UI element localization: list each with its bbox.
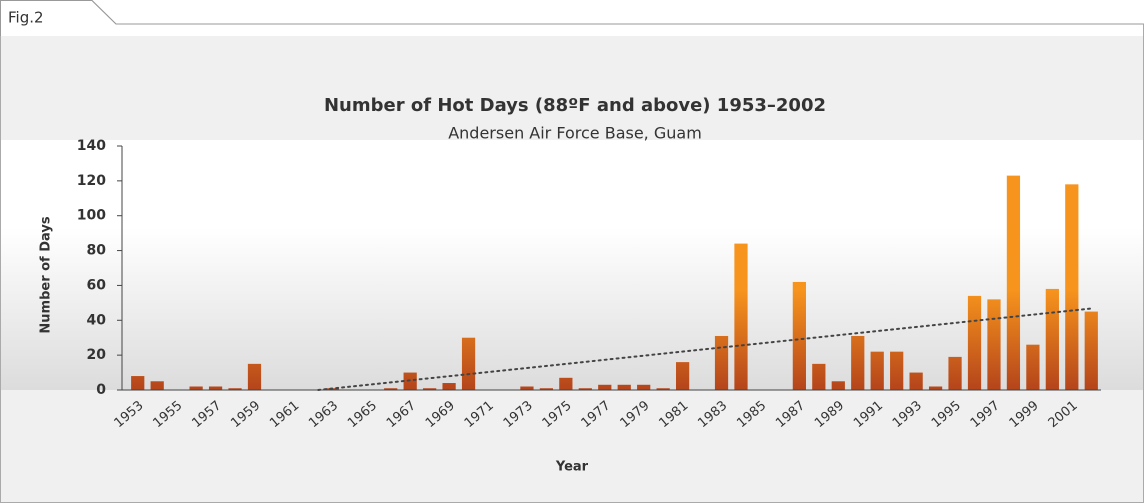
bar	[150, 381, 164, 390]
bar	[656, 388, 670, 390]
bar	[131, 376, 145, 390]
bar	[403, 372, 417, 390]
bar	[734, 243, 748, 390]
x-axis-title: Year	[555, 460, 589, 475]
bar	[208, 386, 223, 390]
y-axis-title: Number of Days	[39, 216, 54, 333]
trend-line	[317, 307, 1093, 391]
y-tick-label: 120	[77, 173, 106, 189]
chart-title: Number of Hot Days (88ºF and above) 1953…	[324, 95, 826, 116]
bar	[928, 386, 943, 390]
tab	[0, 0, 92, 36]
bar	[812, 363, 826, 390]
y-tick-label: 60	[87, 277, 107, 293]
bar	[617, 384, 631, 390]
figure-label: Fig.2	[8, 9, 44, 27]
bar	[1045, 288, 1059, 390]
bar	[423, 388, 437, 390]
bar	[851, 335, 865, 390]
bar	[1006, 175, 1021, 390]
plot-background	[0, 140, 1144, 390]
bar	[1065, 184, 1079, 390]
bar	[520, 386, 534, 390]
bar	[1084, 311, 1098, 390]
bar	[247, 363, 262, 390]
bar	[384, 388, 398, 390]
bar	[189, 386, 203, 390]
bar	[637, 384, 651, 390]
bar	[539, 388, 554, 390]
bar	[578, 388, 592, 390]
y-tick-label: 40	[87, 312, 107, 328]
bar	[1026, 344, 1040, 390]
bar	[870, 351, 884, 390]
y-tick-label: 80	[87, 243, 107, 259]
bar	[987, 299, 1001, 390]
bar	[228, 388, 242, 390]
y-tick-label: 0	[96, 382, 106, 398]
bar	[461, 337, 476, 390]
tab-border	[0, 0, 1144, 36]
bar	[598, 384, 612, 390]
bar	[675, 362, 690, 390]
y-tick-label: 100	[77, 208, 106, 224]
bar	[967, 295, 982, 390]
chart-subtitle: Andersen Air Force Base, Guam	[448, 124, 702, 143]
bar	[831, 381, 845, 390]
bar	[890, 351, 904, 390]
y-tick-label: 20	[87, 347, 107, 363]
y-tick-label: 140	[77, 138, 106, 154]
bar	[948, 356, 962, 390]
bar	[909, 372, 923, 390]
bar	[442, 383, 456, 390]
bar	[792, 281, 806, 390]
bar	[714, 335, 729, 390]
bar	[559, 377, 573, 390]
